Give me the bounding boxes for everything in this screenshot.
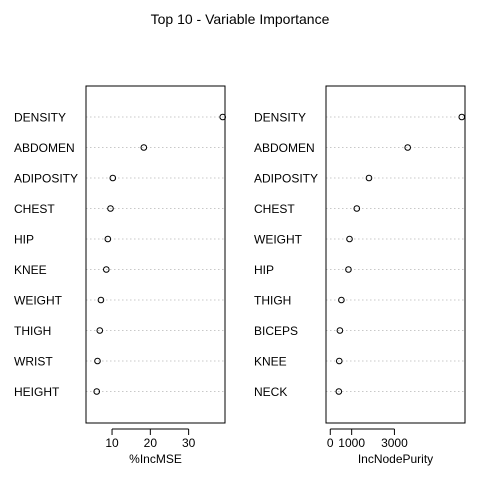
variable-label: ADIPOSITY (254, 172, 318, 186)
x-axis-label: IncNodePurity (358, 452, 433, 466)
data-point (94, 357, 101, 365)
variable-label: WEIGHT (254, 233, 303, 247)
data-point (102, 266, 110, 273)
chart-title: Top 10 - Variable Importance (150, 11, 330, 27)
data-point (365, 174, 373, 182)
data-point (140, 144, 148, 151)
data-point (96, 327, 104, 334)
variable-label: THIGH (14, 324, 51, 338)
variable-label: HIP (14, 233, 34, 247)
variable-label: WRIST (14, 355, 53, 369)
plot-frame (85, 85, 226, 424)
variable-label: KNEE (14, 263, 47, 277)
variable-label: CHEST (14, 202, 55, 216)
variable-label: ABDOMEN (254, 141, 315, 155)
x-tick-label: 0 (327, 436, 334, 450)
data-point (338, 296, 345, 304)
x-tick-label: 10 (105, 436, 119, 450)
data-point (335, 357, 343, 365)
variable-label: ADIPOSITY (14, 172, 78, 186)
variable-label: NECK (254, 385, 287, 399)
x-tick-label: 1000 (338, 436, 365, 450)
data-point (335, 388, 343, 395)
x-tick-label: 20 (144, 436, 158, 450)
data-point (93, 388, 101, 395)
data-point (345, 266, 352, 273)
variable-label: THIGH (254, 294, 291, 308)
data-point (107, 205, 114, 212)
data-point (353, 205, 361, 212)
variable-label: HEIGHT (14, 385, 60, 399)
data-point (104, 235, 112, 243)
data-point (336, 327, 344, 334)
variable-label: CHEST (254, 202, 295, 216)
data-point (97, 296, 105, 304)
data-point (219, 113, 227, 121)
data-point (109, 174, 117, 182)
x-axis-label: %IncMSE (129, 452, 182, 466)
variable-label: DENSITY (254, 111, 306, 125)
variable-label: HIP (254, 263, 274, 277)
data-point (458, 113, 466, 121)
variable-label: DENSITY (14, 111, 66, 125)
variable-label: KNEE (254, 355, 287, 369)
x-tick-label: 30 (182, 436, 196, 450)
variable-label: BICEPS (254, 324, 298, 338)
data-point (404, 144, 411, 151)
x-tick-label: 3000 (381, 436, 408, 450)
variable-label: WEIGHT (14, 294, 63, 308)
plot-frame (325, 85, 466, 424)
data-point (346, 235, 353, 243)
variable-label: ABDOMEN (14, 141, 75, 155)
